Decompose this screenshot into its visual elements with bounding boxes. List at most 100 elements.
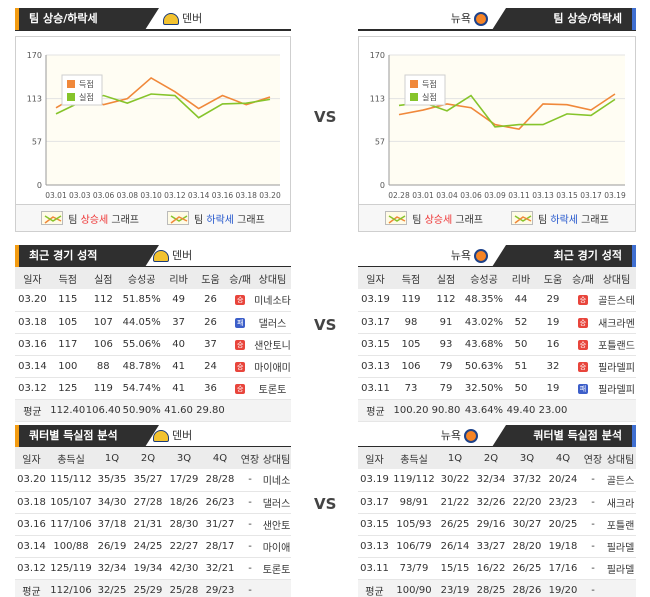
rebound-cell: 49.40 [505, 399, 537, 422]
allowed-cell: 119 [85, 377, 121, 400]
assist-cell: 26 [194, 289, 227, 312]
q4-cell: 17/16 [545, 557, 581, 580]
score-cell: 105 [393, 333, 429, 356]
legend-entry: 실점 [422, 92, 437, 102]
y-tick-label: 170 [27, 51, 42, 60]
allowed-cell: 112 [429, 289, 463, 312]
total-cell: 125/119 [48, 557, 94, 580]
column-header: 일자 [358, 447, 391, 469]
team-label: 덴버 [153, 248, 192, 264]
q2-cell: 32/34 [473, 469, 509, 492]
opponent-cell: 새크라 [605, 491, 636, 514]
q3-cell: 17/29 [166, 469, 202, 492]
y-tick-label: 57 [375, 137, 385, 146]
left-quarter-header: 쿼터별 득실점 분석 덴버 [15, 425, 291, 448]
table-row: 03.19 119/112 30/22 32/34 37/32 20/24- 골든스 [358, 469, 636, 492]
score-cell: 100 [49, 355, 86, 378]
opponent-cell: 샌안토니 [253, 333, 291, 356]
pct-cell: 32.50% [463, 377, 505, 400]
vs-label-1: VS [314, 108, 337, 126]
table-row: 03.15 105 93 43.68% 50 16 승 포틀랜드 [358, 333, 636, 356]
win-badge: 승 [578, 295, 588, 306]
right-recent-table: 일자 득점 실점 승성공 리바 도움 승/패 상대팀 03.19 119 112 48.35% 44 2… [358, 267, 636, 422]
x-tick-label: 03.09 [484, 191, 506, 200]
column-header: 승성공 [463, 267, 505, 289]
column-header: 총득실 [391, 447, 437, 469]
rise-legend: 팀 상승세 그래프 [385, 211, 483, 226]
pct-cell: 51.85% [120, 289, 163, 312]
x-tick-label: 02.28 [388, 191, 410, 200]
q2-cell: 21/31 [130, 513, 166, 536]
section-title: 쿼터별 득실점 분석 [15, 425, 159, 447]
table-row: 03.12 125/119 32/34 19/34 42/30 32/21- 토론토 [15, 557, 291, 580]
rebound-cell: 50 [505, 377, 537, 400]
result-cell: 승 [226, 289, 254, 312]
q4-cell: 20/25 [545, 513, 581, 536]
section-title: 쿼터별 득실점 분석 [492, 425, 636, 447]
total-cell: 100/90 [391, 579, 437, 597]
total-cell: 105/93 [391, 513, 437, 536]
assist-cell: 29 [537, 289, 569, 312]
allowed-cell: 79 [429, 377, 463, 400]
opponent-cell: 새크라멘 [597, 311, 636, 334]
date-cell: 03.20 [15, 289, 50, 312]
total-cell: 119/112 [391, 469, 437, 492]
allowed-cell: 79 [429, 355, 463, 378]
legend-entry: 득점 [422, 79, 437, 89]
q1-cell: 15/15 [437, 557, 473, 580]
table-row: 03.20 115/112 35/35 35/27 17/29 28/28- 미네소 [15, 469, 291, 492]
win-badge: 승 [235, 339, 246, 350]
loss-badge: 패 [578, 383, 588, 394]
q3-cell: 25/28 [166, 579, 202, 597]
pct-cell: 48.78% [120, 355, 163, 378]
overtime-cell: - [238, 469, 262, 492]
rebound-cell: 49 [162, 289, 195, 312]
column-header: 일자 [358, 267, 393, 289]
result-cell: 패 [569, 377, 597, 400]
date-cell: 03.12 [15, 377, 50, 400]
column-header: 총득실 [48, 447, 94, 469]
x-tick-label: 03.08 [117, 191, 139, 200]
opponent-cell: 필라델 [605, 557, 636, 580]
result-cell [226, 399, 254, 422]
opponent-cell: 골든스테 [597, 289, 636, 312]
total-cell: 105/107 [48, 491, 94, 514]
average-row: 평균 112/106 32/25 25/29 25/28 29/23- [15, 579, 291, 597]
q3-cell: 22/27 [166, 535, 202, 558]
q4-cell: 23/23 [545, 491, 581, 514]
left-trend-header: 팀 상승/하락세 덴버 [15, 8, 291, 31]
fall-graph-icon [511, 211, 533, 225]
date-cell: 03.14 [15, 535, 48, 558]
x-tick-label: 03.14 [188, 191, 210, 200]
q3-cell: 42/30 [166, 557, 202, 580]
date-cell: 03.19 [358, 289, 393, 312]
q4-cell: 19/18 [545, 535, 581, 558]
q1-cell: 21/22 [437, 491, 473, 514]
legend-entry: 득점 [79, 79, 94, 89]
knicks-logo-icon [474, 12, 488, 26]
win-badge: 승 [235, 295, 246, 306]
allowed-cell: 91 [429, 311, 463, 334]
loss-badge: 패 [235, 317, 246, 328]
x-tick-label: 03.13 [532, 191, 554, 200]
q3-cell: 22/20 [509, 491, 545, 514]
q1-cell: 32/34 [94, 557, 130, 580]
team-label: 덴버 [153, 428, 192, 444]
q2-cell: 32/26 [473, 491, 509, 514]
knicks-logo-icon [474, 249, 488, 263]
allowed-cell: 107 [85, 311, 121, 334]
date-cell: 03.13 [358, 535, 391, 558]
rebound-cell: 37 [162, 311, 195, 334]
result-cell: 승 [569, 311, 597, 334]
q2-cell: 16/22 [473, 557, 509, 580]
overtime-cell: - [581, 469, 605, 492]
table-row: 03.14 100 88 48.78% 41 24 승 마이애미 [15, 355, 291, 378]
average-row: 평균 112.40 106.40 50.90% 41.60 29.80 [15, 399, 291, 422]
date-cell: 03.15 [358, 333, 393, 356]
result-cell: 승 [569, 289, 597, 312]
y-tick-label: 113 [27, 95, 42, 104]
total-cell: 73/79 [391, 557, 437, 580]
x-tick-label: 03.06 [93, 191, 115, 200]
pct-cell: 44.05% [120, 311, 163, 334]
